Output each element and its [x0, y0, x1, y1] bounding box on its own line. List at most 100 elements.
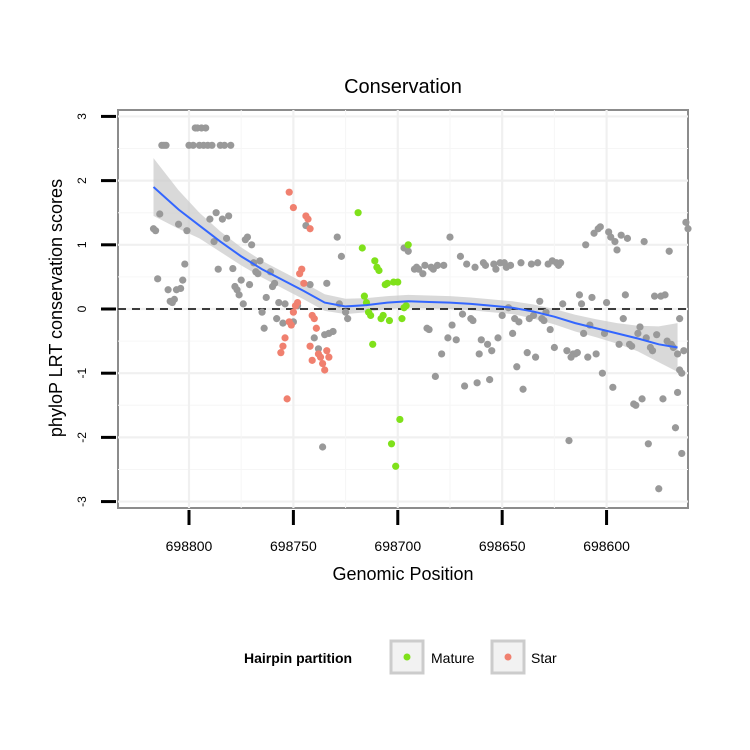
- y-tick-label-6: -3: [75, 496, 89, 507]
- point-other-179: [636, 323, 644, 331]
- point-other-178: [634, 329, 642, 337]
- y-axis-ticks: 3 2 1 0 -1 -2 -3: [75, 113, 116, 507]
- point-other-173: [623, 234, 632, 242]
- point-other-51: [258, 308, 266, 316]
- loess-fit-line: [152, 186, 678, 349]
- point-other-53: [262, 293, 270, 302]
- point-other-30: [214, 265, 222, 273]
- y-tick-label-1: 2: [75, 177, 89, 184]
- point-other-1: [151, 227, 160, 235]
- point-mature-6: [369, 340, 377, 348]
- point-star-1: [289, 203, 297, 212]
- series-star: [277, 188, 333, 403]
- point-other-139: [550, 343, 558, 352]
- point-other-27: [208, 141, 216, 149]
- point-star-18: [319, 359, 327, 368]
- point-other-65: [310, 334, 318, 342]
- point-other-119: [506, 261, 515, 269]
- point-mature-19: [396, 415, 404, 424]
- y-axis-label: phyloP LRT conservation scores: [46, 179, 66, 437]
- point-other-186: [650, 292, 659, 300]
- point-other-37: [229, 264, 237, 273]
- point-other-180: [638, 395, 646, 403]
- point-other-29: [212, 209, 220, 217]
- point-other-185: [648, 347, 657, 355]
- point-other-94: [448, 321, 456, 329]
- point-other-26: [206, 215, 214, 223]
- legend: Hairpin partition Mature Star: [244, 639, 557, 675]
- point-mature-2: [360, 292, 368, 300]
- point-other-58: [275, 298, 283, 307]
- point-other-14: [179, 276, 187, 284]
- point-mature-1: [358, 244, 366, 252]
- point-other-129: [529, 311, 538, 320]
- point-mature-23: [404, 241, 412, 249]
- point-other-6: [162, 141, 170, 149]
- point-mature-13: [383, 279, 391, 287]
- point-other-160: [596, 223, 604, 231]
- point-other-40: [235, 291, 243, 299]
- point-star-9: [300, 279, 308, 287]
- point-other-99: [463, 260, 471, 268]
- point-other-102: [471, 263, 479, 271]
- point-other-153: [582, 241, 590, 249]
- point-other-95: [452, 336, 460, 344]
- point-other-45: [245, 281, 254, 289]
- chart-title: Conservation: [344, 76, 462, 98]
- point-star-19: [321, 366, 329, 374]
- point-other-113: [494, 334, 502, 342]
- y-tick-label-4: -1: [75, 368, 89, 379]
- y-tick-label-2: 1: [75, 241, 89, 248]
- point-other-191: [661, 291, 669, 299]
- x-tick-label-4: 698600: [583, 538, 630, 554]
- point-star-6: [293, 298, 302, 307]
- point-other-115: [498, 311, 506, 320]
- point-other-110: [488, 347, 496, 355]
- point-other-154: [584, 353, 592, 361]
- point-other-82: [419, 270, 427, 278]
- point-other-144: [563, 347, 571, 355]
- point-other-130: [531, 353, 540, 361]
- point-other-163: [602, 298, 611, 307]
- x-axis-label: Genomic Position: [332, 564, 473, 584]
- point-other-190: [659, 395, 667, 403]
- point-other-112: [492, 265, 500, 273]
- point-mature-22: [402, 302, 410, 310]
- point-other-142: [557, 259, 565, 267]
- point-star-20: [323, 347, 331, 355]
- point-other-188: [655, 485, 663, 493]
- point-star-17: [316, 353, 325, 361]
- point-star-12: [306, 225, 314, 233]
- point-other-200: [680, 347, 688, 355]
- point-other-151: [577, 300, 586, 308]
- point-mature-5: [367, 311, 375, 320]
- point-other-10: [170, 295, 178, 303]
- point-other-2: [154, 275, 162, 283]
- point-other-145: [565, 436, 573, 445]
- point-other-67: [319, 443, 327, 451]
- y-tick-label-0: 3: [75, 113, 89, 120]
- point-other-124: [517, 259, 525, 267]
- point-other-158: [592, 350, 600, 358]
- point-mature-14: [385, 316, 394, 325]
- point-other-69: [323, 279, 331, 287]
- point-other-46: [248, 241, 256, 249]
- point-other-35: [225, 212, 233, 220]
- point-other-28: [210, 237, 218, 246]
- point-other-98: [460, 382, 469, 390]
- point-other-105: [477, 336, 485, 344]
- point-star-4: [289, 308, 297, 316]
- point-star-22: [277, 349, 285, 357]
- point-other-125: [519, 385, 527, 393]
- point-other-198: [676, 315, 684, 323]
- point-other-88: [431, 372, 439, 381]
- point-other-59: [279, 319, 287, 327]
- point-other-108: [483, 340, 492, 348]
- point-other-131: [534, 259, 542, 267]
- point-other-56: [270, 279, 279, 287]
- legend-label-mature: Mature: [431, 650, 475, 666]
- point-other-66: [314, 345, 323, 353]
- point-other-120: [509, 329, 517, 337]
- point-star-3: [287, 321, 295, 329]
- point-other-169: [615, 340, 623, 348]
